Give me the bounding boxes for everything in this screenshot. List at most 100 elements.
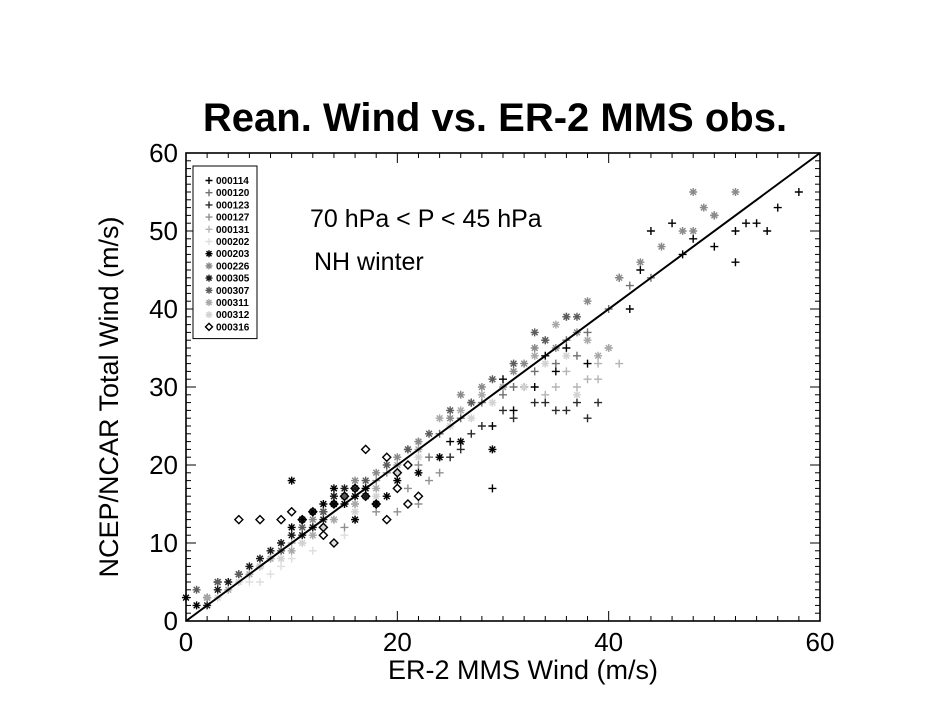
data-point [731,227,740,235]
legend-entry-label: 000226 [216,261,250,272]
data-point [551,383,560,391]
data-point [340,523,349,532]
data-point [520,383,529,391]
data-point [530,344,539,352]
data-point [752,219,761,228]
data-point [393,507,402,516]
legend-marker [205,201,213,209]
data-points-layer [182,188,803,610]
data-point [689,227,698,235]
data-point [562,351,571,360]
legend-box [192,165,258,340]
legend-entry-label: 000316 [216,322,250,333]
data-point [467,429,476,438]
data-point [361,492,370,501]
data-point [255,578,264,586]
legend: 0001140001200001230001270001310002020002… [192,165,258,340]
data-point [488,398,497,407]
data-point [551,406,560,415]
data-point [414,461,423,469]
data-point [509,383,518,391]
data-point [657,242,666,251]
data-point [509,406,518,415]
data-point [402,499,413,509]
data-point [551,320,560,329]
data-point [382,492,391,501]
data-point [192,585,201,594]
y-tick-label: 40 [149,294,178,324]
data-point [742,219,751,228]
data-point [308,546,317,555]
data-point [351,476,360,485]
data-point [340,492,349,501]
data-point [213,585,222,594]
data-point [360,491,371,502]
data-point [340,484,349,493]
data-point [435,468,444,477]
data-point [689,234,698,243]
x-tick-label: 20 [383,627,412,657]
legend-entry-label: 000307 [216,286,250,297]
legend-entry-label: 000311 [216,298,249,309]
data-point [234,570,243,579]
data-point [402,460,413,470]
data-point [551,359,560,368]
data-point [583,328,592,337]
data-point [668,219,677,228]
data-point [277,539,286,547]
data-point [467,414,476,423]
data-point [414,437,423,446]
legend-entry-label: 000114 [216,176,249,187]
data-point [328,538,339,548]
data-point [403,445,412,454]
data-point [541,398,550,407]
data-point [488,375,497,384]
data-point [636,258,645,267]
data-point [319,507,328,516]
data-point [192,601,201,610]
data-point [318,530,329,541]
data-point [329,492,338,501]
annotation-season: NH winter [314,248,424,276]
data-point [393,468,402,477]
data-point [425,429,434,438]
legend-entry-label: 000312 [216,310,250,321]
data-point [372,484,381,493]
data-point [456,406,465,415]
series-000202 [224,523,349,586]
data-point [266,546,275,555]
data-point [329,500,338,508]
data-point [372,507,381,516]
data-point [456,445,465,454]
data-point [509,414,518,423]
annotation-pressure-range: 70 hPa < P < 45 hPa [310,205,542,233]
data-point [773,203,782,212]
y-tick-label: 60 [149,138,178,168]
data-point [467,398,476,407]
legend-entry-label: 000305 [216,274,250,285]
data-point [287,546,296,555]
legend-entry-label: 000202 [216,237,250,248]
data-point [435,414,444,423]
data-point [594,398,603,407]
data-point [372,492,381,501]
data-point [499,375,507,384]
data-point [233,514,244,525]
data-point [287,554,296,563]
data-point [319,500,328,508]
legend-marker [205,274,213,282]
data-point [446,414,455,423]
legend-marker [205,189,213,197]
data-point [583,375,592,384]
data-point [594,375,603,384]
data-point [340,531,349,540]
data-point [488,484,497,493]
y-tick-label: 20 [149,450,178,480]
data-point [381,452,392,463]
data-point [530,383,539,391]
data-point [572,312,581,321]
data-point [710,242,719,251]
legend-marker [205,225,213,233]
data-point [308,515,317,524]
data-point [329,515,338,524]
